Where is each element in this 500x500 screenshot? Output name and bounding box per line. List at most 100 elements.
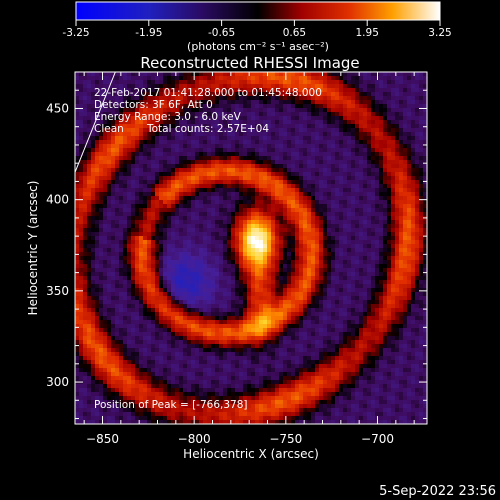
heatmap-pixel <box>99 144 104 149</box>
heatmap-pixel <box>99 100 104 105</box>
heatmap-pixel <box>247 144 252 149</box>
heatmap-pixel <box>323 136 328 141</box>
heatmap-pixel <box>79 248 84 253</box>
heatmap-pixel <box>147 252 152 257</box>
heatmap-pixel <box>307 132 312 137</box>
heatmap-pixel <box>187 120 192 125</box>
heatmap-pixel <box>91 284 96 289</box>
heatmap-pixel <box>171 136 176 141</box>
heatmap-pixel <box>355 192 360 197</box>
heatmap-pixel <box>219 264 224 269</box>
heatmap-pixel <box>367 292 372 297</box>
heatmap-pixel <box>171 204 176 209</box>
heatmap-pixel <box>275 180 280 185</box>
heatmap-pixel <box>143 172 148 177</box>
heatmap-pixel <box>147 88 152 93</box>
heatmap-pixel <box>187 128 192 133</box>
heatmap-pixel <box>75 224 80 229</box>
heatmap-pixel <box>103 212 108 217</box>
heatmap-pixel <box>223 176 228 181</box>
heatmap-pixel <box>351 280 356 285</box>
heatmap-pixel <box>375 136 380 141</box>
heatmap-pixel <box>251 100 256 105</box>
heatmap-pixel <box>251 128 256 133</box>
heatmap-pixel <box>303 212 308 217</box>
heatmap-pixel <box>223 216 228 221</box>
heatmap-pixel <box>123 232 128 237</box>
heatmap-pixel <box>331 284 336 289</box>
heatmap-pixel <box>143 92 148 97</box>
heatmap-pixel <box>323 144 328 149</box>
heatmap-pixel <box>363 76 368 81</box>
heatmap-pixel <box>387 244 392 249</box>
heatmap-pixel <box>151 92 156 97</box>
heatmap-pixel <box>135 212 140 217</box>
heatmap-pixel <box>203 128 208 133</box>
heatmap-pixel <box>223 120 228 125</box>
heatmap-pixel <box>327 108 332 113</box>
heatmap-pixel <box>283 104 288 109</box>
heatmap-pixel <box>155 220 160 225</box>
heatmap-pixel <box>335 76 340 81</box>
heatmap-pixel <box>379 124 384 129</box>
heatmap-pixel <box>279 140 284 145</box>
heatmap-pixel <box>303 208 308 213</box>
heatmap-pixel <box>291 176 296 181</box>
heatmap-pixel <box>247 240 252 245</box>
heatmap-pixel <box>279 220 284 225</box>
heatmap-pixel <box>407 156 412 161</box>
heatmap-pixel <box>183 180 188 185</box>
heatmap-pixel <box>391 164 396 169</box>
heatmap-pixel <box>107 208 112 213</box>
heatmap-pixel <box>247 176 252 181</box>
heatmap-pixel <box>135 112 140 117</box>
heatmap-pixel <box>115 88 120 93</box>
heatmap-pixel <box>191 168 196 173</box>
heatmap-pixel <box>371 84 376 89</box>
heatmap-pixel <box>131 120 136 125</box>
heatmap-pixel <box>107 184 112 189</box>
heatmap-pixel <box>83 196 88 201</box>
heatmap-pixel <box>95 96 100 101</box>
heatmap-pixel <box>111 168 116 173</box>
heatmap-pixel <box>311 128 316 133</box>
heatmap-pixel <box>159 252 164 257</box>
heatmap-pixel <box>207 256 212 261</box>
heatmap-pixel <box>395 216 400 221</box>
heatmap-pixel <box>331 120 336 125</box>
heatmap-pixel <box>415 212 420 217</box>
heatmap-pixel <box>379 184 384 189</box>
heatmap-pixel <box>195 224 200 229</box>
heatmap-pixel <box>79 196 84 201</box>
heatmap-pixel <box>407 204 412 209</box>
heatmap-pixel <box>87 144 92 149</box>
heatmap-pixel <box>291 116 296 121</box>
heatmap-pixel <box>323 256 328 261</box>
heatmap-pixel <box>355 108 360 113</box>
heatmap-pixel <box>287 84 292 89</box>
heatmap-pixel <box>375 176 380 181</box>
heatmap-pixel <box>123 136 128 141</box>
heatmap-pixel <box>115 272 120 277</box>
heatmap-pixel <box>127 256 132 261</box>
heatmap-pixel <box>323 216 328 221</box>
heatmap-pixel <box>375 132 380 137</box>
heatmap-pixel <box>223 248 228 253</box>
heatmap-pixel <box>367 212 372 217</box>
heatmap-pixel <box>239 88 244 93</box>
heatmap-pixel <box>251 164 256 169</box>
heatmap-pixel <box>95 136 100 141</box>
heatmap-pixel <box>131 184 136 189</box>
heatmap-pixel <box>419 192 424 197</box>
heatmap-pixel <box>203 284 208 289</box>
heatmap-pixel <box>335 236 340 241</box>
heatmap-pixel <box>383 236 388 241</box>
heatmap-pixel <box>239 244 244 249</box>
heatmap-pixel <box>399 80 404 85</box>
heatmap-pixel <box>275 220 280 225</box>
heatmap-pixel <box>187 168 192 173</box>
heatmap-pixel <box>391 100 396 105</box>
heatmap-pixel <box>227 220 232 225</box>
heatmap-pixel <box>83 248 88 253</box>
heatmap-pixel <box>355 160 360 165</box>
